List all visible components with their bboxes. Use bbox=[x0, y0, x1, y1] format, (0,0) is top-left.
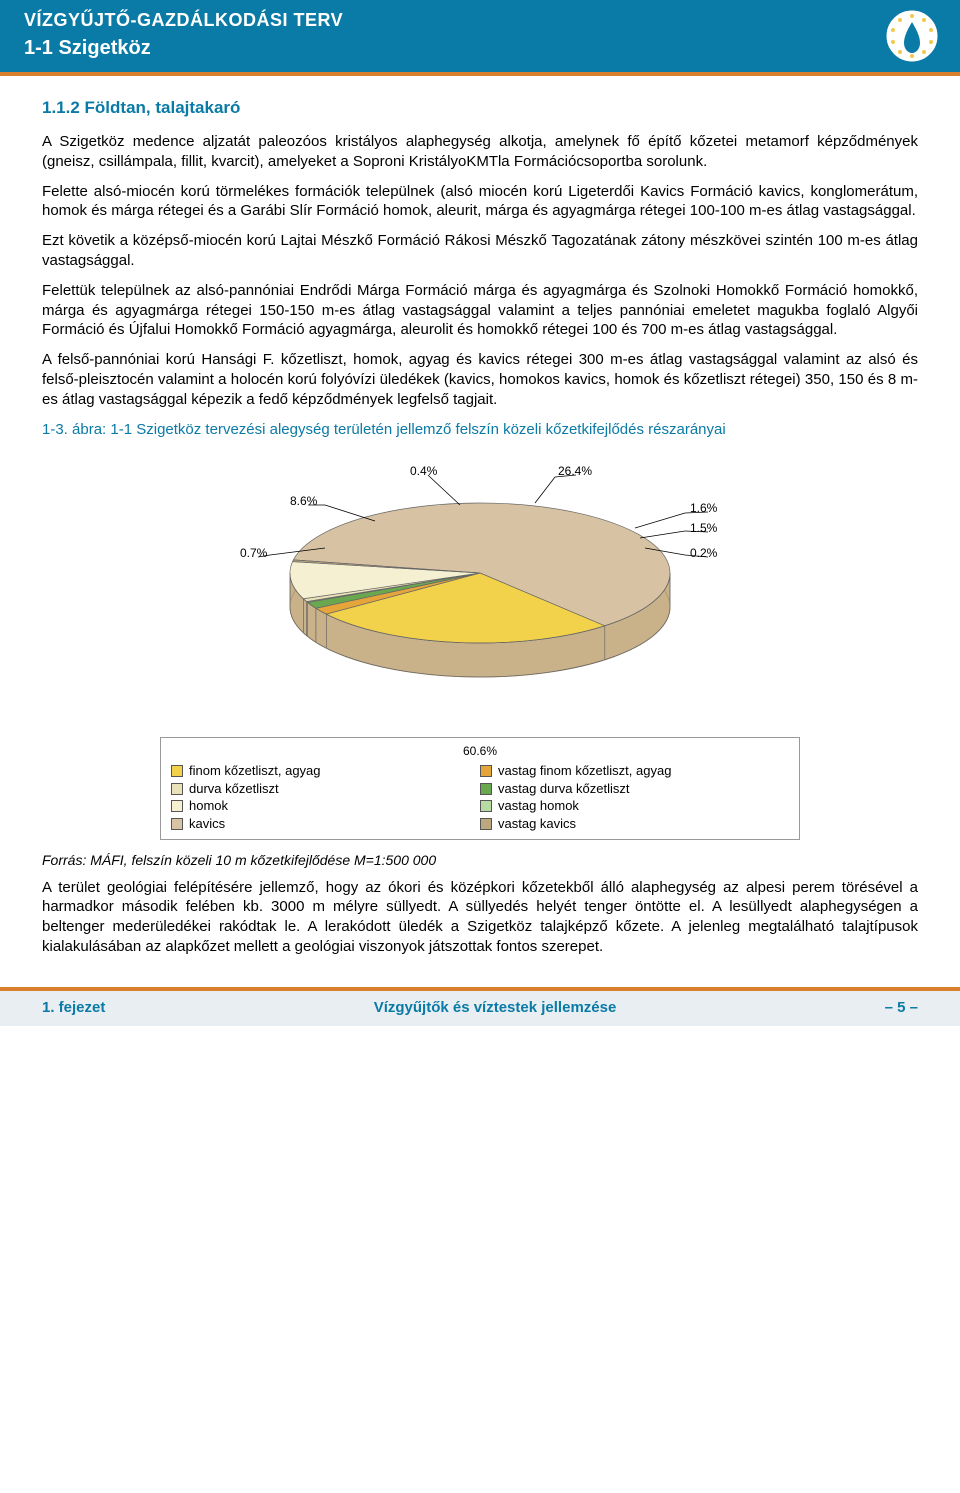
legend-item: vastag durva kőzetliszt bbox=[480, 780, 789, 798]
pie-chart: 0.4% 26.4% 8.6% 0.7% 1.6% 1.5% 0.2% bbox=[160, 453, 800, 733]
legend-swatch bbox=[480, 765, 492, 777]
sub-title: 1-1 Szigetköz bbox=[24, 37, 936, 60]
legend-label: finom kőzetliszt, agyag bbox=[189, 762, 321, 780]
legend-top-label: 60.6% bbox=[171, 744, 789, 758]
legend-label: durva kőzetliszt bbox=[189, 780, 279, 798]
figure-caption-text: 1-1 Szigetköz tervezési alegység terület… bbox=[106, 421, 725, 438]
legend-swatch bbox=[480, 783, 492, 795]
footer-right: – 5 – bbox=[885, 999, 918, 1016]
legend-swatch bbox=[480, 818, 492, 830]
legend-item: durva kőzetliszt bbox=[171, 780, 480, 798]
page-footer: 1. fejezet Vízgyűjtők és víztestek jelle… bbox=[0, 987, 960, 1026]
legend-item: vastag homok bbox=[480, 797, 789, 815]
paragraph-4: Felettük települnek az alsó-pannóniai En… bbox=[42, 281, 918, 340]
paragraph-2: Felette alsó-miocén korú törmelékes form… bbox=[42, 182, 918, 222]
page-header: VÍZGYŰJTŐ-GAZDÁLKODÁSI TERV 1-1 Szigetkö… bbox=[0, 0, 960, 76]
footer-left: 1. fejezet bbox=[42, 999, 105, 1016]
paragraph-3: Ezt követik a középső-miocén korú Lajtai… bbox=[42, 231, 918, 271]
figure-caption: 1-3. ábra: 1-1 Szigetköz tervezési alegy… bbox=[42, 420, 918, 440]
legend-label: vastag finom kőzetliszt, agyag bbox=[498, 762, 671, 780]
paragraph-5: A felső-pannóniai korú Hansági F. kőzetl… bbox=[42, 350, 918, 409]
legend-label: vastag kavics bbox=[498, 815, 576, 833]
legend-label: homok bbox=[189, 797, 228, 815]
chart-label: 1.6% bbox=[690, 501, 718, 515]
section-heading: 1.1.2 Földtan, talajtakaró bbox=[42, 98, 918, 118]
chart-label: 0.2% bbox=[690, 546, 718, 560]
legend-item: kavics bbox=[171, 815, 480, 833]
legend-item: finom kőzetliszt, agyag bbox=[171, 762, 480, 780]
paragraph-6: A terület geológiai felépítésére jellemz… bbox=[42, 878, 918, 957]
chart-label: 0.4% bbox=[410, 464, 438, 478]
chart-label: 0.7% bbox=[240, 546, 268, 560]
legend-swatch bbox=[171, 765, 183, 777]
paragraph-1: A Szigetköz medence aljzatát paleozóos k… bbox=[42, 132, 918, 172]
chart-label: 26.4% bbox=[558, 464, 592, 478]
legend-label: kavics bbox=[189, 815, 225, 833]
legend-label: vastag homok bbox=[498, 797, 579, 815]
chart-legend: 60.6% finom kőzetliszt, agyagdurva kőzet… bbox=[160, 737, 800, 839]
plan-title: VÍZGYŰJTŐ-GAZDÁLKODÁSI TERV bbox=[24, 10, 936, 31]
footer-center: Vízgyűjtők és víztestek jellemzése bbox=[105, 999, 884, 1016]
chart-label: 8.6% bbox=[290, 494, 318, 508]
source-line: Forrás: MÁFI, felszín közeli 10 m kőzetk… bbox=[42, 852, 918, 868]
legend-item: vastag kavics bbox=[480, 815, 789, 833]
legend-item: homok bbox=[171, 797, 480, 815]
legend-item: vastag finom kőzetliszt, agyag bbox=[480, 762, 789, 780]
chart-label: 1.5% bbox=[690, 521, 718, 535]
legend-swatch bbox=[480, 800, 492, 812]
page-content: 1.1.2 Földtan, talajtakaró A Szigetköz m… bbox=[0, 76, 960, 957]
legend-swatch bbox=[171, 818, 183, 830]
figure-caption-prefix: 1-3. ábra: bbox=[42, 421, 106, 438]
legend-swatch bbox=[171, 800, 183, 812]
eu-water-logo bbox=[884, 8, 940, 64]
legend-label: vastag durva kőzetliszt bbox=[498, 780, 630, 798]
legend-swatch bbox=[171, 783, 183, 795]
